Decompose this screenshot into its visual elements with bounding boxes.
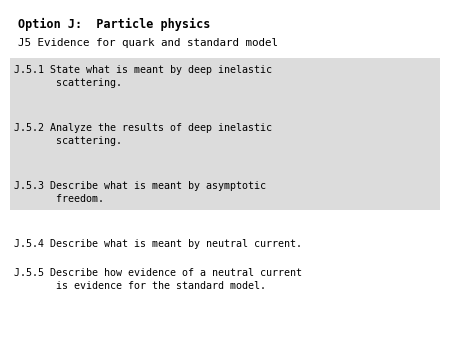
Text: J5 Evidence for quark and standard model: J5 Evidence for quark and standard model — [18, 38, 278, 48]
Text: J.5.3 Describe what is meant by asymptotic
       freedom.: J.5.3 Describe what is meant by asymptot… — [14, 181, 266, 204]
Text: Option J:  Particle physics: Option J: Particle physics — [18, 18, 211, 31]
Text: J.5.2 Analyze the results of deep inelastic
       scattering.: J.5.2 Analyze the results of deep inelas… — [14, 123, 272, 146]
FancyBboxPatch shape — [10, 58, 440, 210]
Text: J.5.4 Describe what is meant by neutral current.: J.5.4 Describe what is meant by neutral … — [14, 239, 302, 249]
Text: J.5.5 Describe how evidence of a neutral current
       is evidence for the stan: J.5.5 Describe how evidence of a neutral… — [14, 268, 302, 291]
Text: J.5.1 State what is meant by deep inelastic
       scattering.: J.5.1 State what is meant by deep inelas… — [14, 65, 272, 88]
